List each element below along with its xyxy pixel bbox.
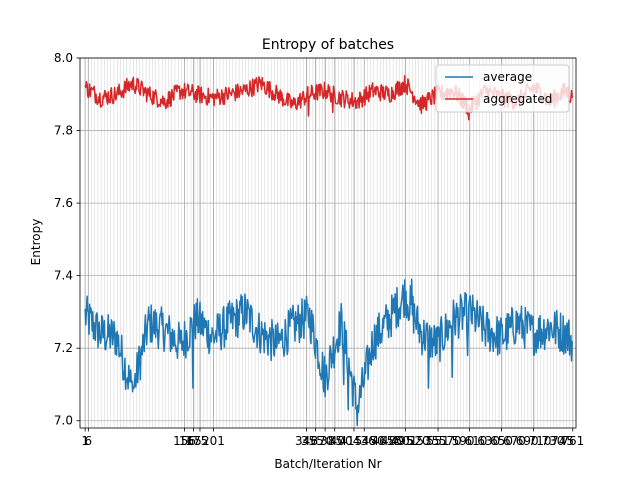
x-tick-label: 610 <box>464 434 487 448</box>
plot-background <box>80 58 576 428</box>
legend-label-aggregated: aggregated <box>483 92 552 106</box>
x-tick-label: 165 <box>179 434 202 448</box>
x-tick-label: 346 <box>295 434 318 448</box>
y-tick-label: 7.6 <box>54 196 73 210</box>
x-tick-label: 495 <box>391 434 414 448</box>
x-tick-label: 761 <box>561 434 584 448</box>
x-tick-label: 570 <box>439 434 462 448</box>
x-tick-label: 650 <box>490 434 513 448</box>
x-tick-label: 156 <box>173 434 196 448</box>
x-tick-label: 436 <box>353 434 376 448</box>
x-tick-label: 6 <box>85 434 93 448</box>
x-tick-label: 385 <box>320 434 343 448</box>
x-tick-label: 201 <box>202 434 225 448</box>
x-tick-label: 551 <box>427 434 450 448</box>
x-tick-label: 175 <box>185 434 208 448</box>
x-tick-label: 355 <box>301 434 324 448</box>
y-tick-label: 7.0 <box>54 414 73 428</box>
x-tick-label: 415 <box>339 434 362 448</box>
x-tick-label: 730 <box>541 434 564 448</box>
x-axis-label: Batch/Iteration Nr <box>274 457 381 471</box>
x-tick-label: 480 <box>381 434 404 448</box>
x-tick-label: 370 <box>310 434 333 448</box>
y-tick-label: 8.0 <box>54 51 73 65</box>
x-tick-label: 590 <box>452 434 475 448</box>
legend-label-average: average <box>483 70 532 84</box>
x-tick-label: 465 <box>371 434 394 448</box>
y-axis-label: Entropy <box>29 219 43 266</box>
x-tick-label: 520 <box>407 434 430 448</box>
y-tick-label: 7.4 <box>54 269 73 283</box>
y-tick-label: 7.2 <box>54 341 73 355</box>
y-tick-label: 7.8 <box>54 124 73 138</box>
x-tick-label: 745 <box>551 434 574 448</box>
x-tick-label: 400 <box>330 434 353 448</box>
x-tick-label: 1 <box>81 434 89 448</box>
x-tick-label: 450 <box>362 434 385 448</box>
x-tick-label: 690 <box>516 434 539 448</box>
x-tick-label: 535 <box>416 434 439 448</box>
x-tick-label: 501 <box>395 434 418 448</box>
x-tick-label: 710 <box>529 434 552 448</box>
axes-frame <box>79 57 577 429</box>
x-tick-label: 670 <box>503 434 526 448</box>
x-tick-label: 630 <box>477 434 500 448</box>
series-line-average <box>84 278 573 427</box>
chart-title: Entropy of batches <box>262 37 394 53</box>
